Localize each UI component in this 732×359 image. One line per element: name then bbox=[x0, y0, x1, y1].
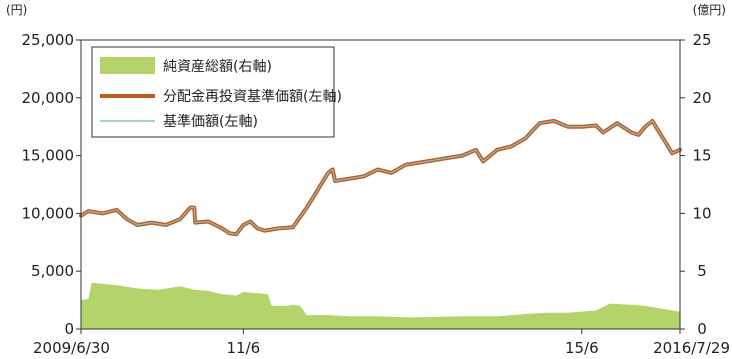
right-axis-tick-label: 5 bbox=[697, 262, 707, 280]
left-axis-unit: (円) bbox=[6, 3, 27, 17]
legend-label-net-assets: 純資産総額(右軸) bbox=[163, 59, 272, 75]
series-line-nav bbox=[80, 120, 681, 235]
x-axis-tick-label: 2009/6/30 bbox=[33, 339, 110, 357]
x-axis-tick-label: 2016/7/29 bbox=[653, 339, 730, 357]
plot-frame bbox=[80, 39, 681, 330]
x-axis-tick-label: 11/6 bbox=[227, 339, 261, 357]
legend-label-reinvested-nav: 分配金再投資基準価額(左軸) bbox=[163, 88, 342, 105]
legend: 純資産総額(右軸) 分配金再投資基準価額(左軸) 基準価額(左軸) bbox=[91, 46, 342, 138]
left-axis-tick-label: 25,000 bbox=[22, 31, 75, 49]
line-layer bbox=[79, 118, 682, 237]
axis-layer: 0 5,000 10,000 15,000 20,000 25,000 0 5 10 15 20 25… bbox=[22, 31, 731, 357]
x-axis-tick-label: 15/6 bbox=[565, 339, 599, 357]
left-axis-tick-label: 10,000 bbox=[22, 204, 75, 222]
right-axis-tick-label: 0 bbox=[697, 320, 707, 338]
right-axis-tick-label: 20 bbox=[692, 89, 711, 107]
left-axis-tick-label: 5,000 bbox=[31, 262, 74, 280]
right-axis-unit: (億円) bbox=[693, 3, 726, 17]
legend-label-nav: 基準価額(左軸) bbox=[163, 113, 258, 130]
left-axis-tick-label: 20,000 bbox=[22, 89, 75, 107]
right-axis-tick-label: 15 bbox=[692, 147, 711, 165]
area-layer bbox=[81, 282, 680, 329]
right-axis-tick-label: 25 bbox=[692, 31, 711, 49]
series-area-net-assets bbox=[81, 282, 680, 329]
legend-swatch-net-assets bbox=[100, 57, 155, 74]
left-axis-tick-label: 0 bbox=[64, 320, 74, 338]
left-axis-tick-label: 15,000 bbox=[22, 147, 75, 165]
right-axis-tick-label: 10 bbox=[692, 204, 711, 222]
